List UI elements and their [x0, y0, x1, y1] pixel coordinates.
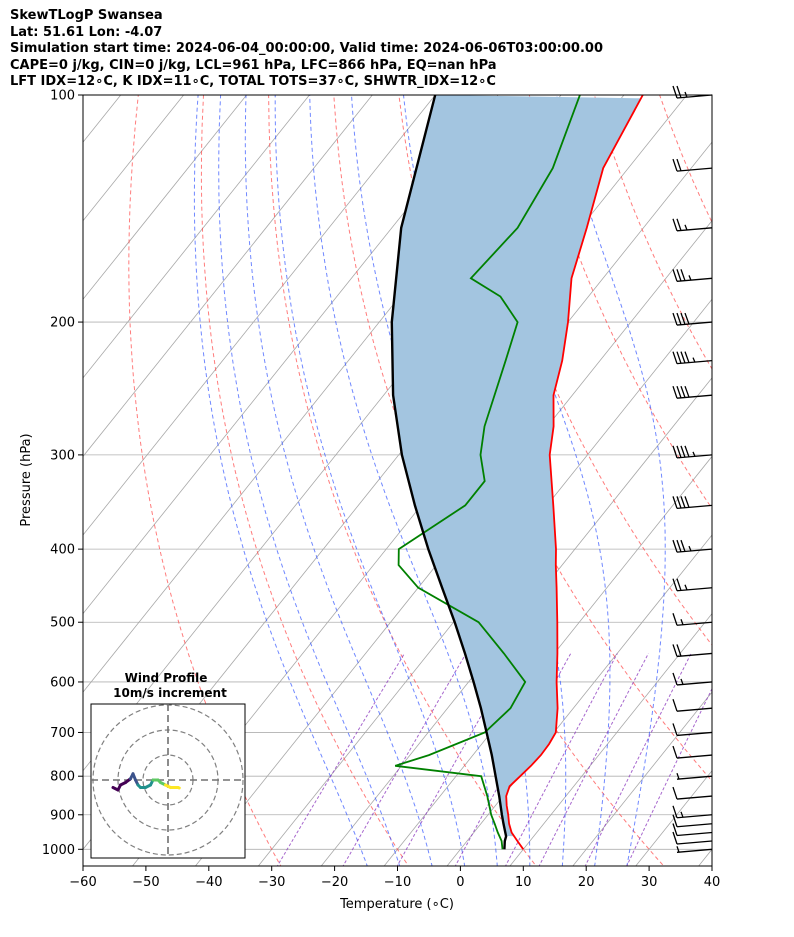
isotherm-line	[0, 60, 85, 880]
x-tick-label: −40	[195, 875, 222, 890]
profile-lines	[390, 95, 644, 850]
wind-barb	[672, 823, 713, 837]
y-tick-label: 800	[50, 770, 75, 785]
y-tick-label: 300	[50, 448, 75, 463]
wind-barb	[672, 814, 713, 828]
y-tick-label: 500	[50, 616, 75, 631]
y-tick-label: 1000	[42, 843, 75, 858]
isotherm-line	[320, 377, 712, 866]
isotherm-line	[83, 95, 248, 300]
wind-barb	[672, 698, 713, 712]
y-axis-label: Pressure (hPa)	[19, 433, 34, 526]
x-tick-label: −10	[384, 875, 411, 890]
wind-barb	[672, 312, 713, 326]
y-tick-label: 900	[50, 808, 75, 823]
wind-barb	[672, 385, 713, 399]
wind-barb	[672, 158, 713, 172]
moist-adiabat	[309, 95, 498, 866]
wind-barb	[672, 745, 713, 759]
x-tick-label: −30	[258, 875, 285, 890]
hodograph-subtitle: 10m/s increment	[113, 686, 227, 700]
hodograph-title: Wind Profile	[125, 671, 208, 685]
wind-barb	[672, 269, 713, 282]
moist-adiabat	[193, 95, 368, 866]
wind-barb	[672, 85, 713, 99]
isotherm-line	[83, 95, 185, 222]
x-tick-label: 10	[515, 875, 532, 890]
x-tick-label: 0	[456, 875, 464, 890]
dry-adiabat	[200, 95, 409, 866]
hodograph-trace	[176, 786, 181, 790]
wind-barb	[672, 831, 713, 845]
x-axis-label: Temperature (∘C)	[339, 897, 454, 912]
x-tick-label: −50	[132, 875, 159, 890]
wind-barb	[672, 578, 713, 592]
dry-adiabat	[268, 95, 537, 866]
wind-barb	[672, 445, 713, 459]
moist-adiabat	[244, 95, 433, 866]
hodograph: Wind Profile 10m/s increment	[90, 671, 246, 859]
wind-barb	[672, 786, 713, 800]
isotherm-line	[750, 60, 794, 880]
axes: −60 −50 −40 −30 −20 −10 0 10 20 30 40 100 200 300 400 5…	[42, 89, 720, 891]
isotherm-line	[698, 848, 712, 866]
isotherm-line	[83, 95, 436, 536]
index-line: LFT IDX=12∘C, K IDX=11∘C, TOTAL TOTS=37∘…	[10, 74, 496, 89]
cape-cin-shading	[391, 95, 641, 837]
wind-barb	[672, 723, 713, 737]
mixing-ratio-line	[626, 687, 712, 866]
moist-adiabat	[555, 95, 666, 866]
wind-barb	[672, 613, 713, 626]
location-line: Lat: 51.61 Lon: -4.07	[10, 24, 163, 40]
isotherm-line	[257, 298, 712, 866]
y-tick-label: 100	[50, 89, 75, 104]
isotherm-line	[509, 612, 712, 866]
isotherm-line	[383, 455, 712, 866]
isotherm-line	[635, 770, 712, 866]
wind-barb	[676, 846, 713, 853]
time-line: Simulation start time: 2024-06-04_00:00:…	[10, 41, 603, 56]
chart-header: SkewTLogP Swansea Lat: 51.61 Lon: -4.07 …	[10, 8, 603, 91]
wind-barb	[676, 772, 713, 780]
wind-barbs	[672, 85, 713, 853]
x-tick-label: 40	[704, 875, 721, 890]
moist-adiabat	[218, 95, 401, 866]
dry-adiabat	[659, 95, 712, 224]
isotherm-line	[572, 691, 712, 866]
isotherm-line	[83, 95, 310, 379]
mixing-ratio-line	[276, 653, 405, 866]
y-tick-label: 200	[50, 316, 75, 331]
mixing-ratio-line	[538, 653, 649, 866]
wind-barb	[672, 644, 713, 658]
x-tick-label: −20	[321, 875, 348, 890]
parcel-path-line	[390, 95, 508, 850]
x-tick-label: 20	[578, 875, 595, 890]
chart-title: SkewTLogP Swansea	[10, 8, 163, 23]
wind-barb	[672, 805, 713, 819]
wind-barb	[672, 672, 713, 686]
wind-barb	[672, 496, 713, 510]
wind-barb	[672, 218, 713, 232]
y-tick-label: 600	[50, 675, 75, 690]
y-tick-label: 400	[50, 543, 75, 558]
x-tick-label: −60	[69, 875, 96, 890]
mixing-ratio-line	[584, 653, 692, 866]
temperature-line	[505, 95, 644, 850]
wind-barb	[672, 351, 713, 365]
mixing-ratio-line	[504, 653, 618, 866]
y-tick-label: 700	[50, 726, 75, 741]
mixing-ratio-line	[342, 653, 467, 866]
cape-line: CAPE=0 j/kg, CIN=0 j/kg, LCL=961 hPa, LF…	[10, 57, 497, 73]
wind-barb	[672, 539, 713, 553]
moist-adiabat	[274, 95, 466, 866]
x-tick-label: 30	[641, 875, 658, 890]
isotherm-line	[83, 95, 373, 458]
